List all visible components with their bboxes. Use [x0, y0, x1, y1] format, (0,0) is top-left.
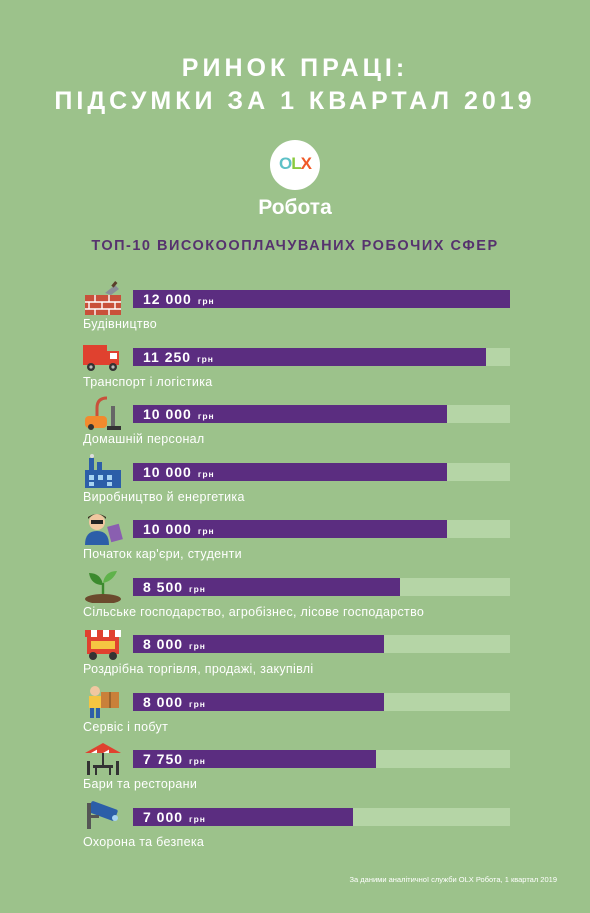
factory-icon	[83, 453, 123, 488]
category-label: Виробництво й енергетика	[83, 489, 245, 504]
olx-logo: OLX Робота	[0, 140, 590, 220]
bar-value: 10 000	[143, 463, 192, 480]
category-label: Будівництво	[83, 317, 157, 331]
bar-unit: грн	[189, 641, 206, 651]
bar-track: 8 500 грн	[133, 577, 510, 598]
bar: 10 000 грн	[133, 405, 448, 425]
bar-value-label: 8 500 грн	[143, 578, 206, 598]
bar-unit: грн	[189, 698, 206, 709]
chart-row: 10 000 грн Виробництво й енергетика	[0, 443, 590, 504]
source-note: За даними аналітичної служби OLX Робота,…	[349, 875, 557, 884]
category-label: Сервіс і побут	[83, 719, 169, 734]
bar-value: 8 500	[143, 578, 184, 595]
logo-text: Робота	[258, 196, 332, 219]
bar-value: 12 000	[143, 291, 192, 307]
bar: 8 000 грн	[133, 635, 385, 655]
chart-row: 8 500 грн Сільське господарство, агробізне…	[0, 558, 590, 619]
security-camera-icon	[83, 799, 123, 833]
bar-value-label: 10 000 грн	[143, 520, 215, 540]
sprout-icon	[83, 569, 123, 604]
vacuum-cleaner-icon	[83, 396, 123, 430]
bar-value-label: 7 000 грн	[143, 808, 206, 828]
bar-unit: грн	[189, 813, 206, 824]
bar-track: 10 000 грн	[133, 462, 510, 483]
chart-row: 12 000 грн Будівництво	[0, 270, 590, 331]
bar-value-label: 10 000 грн	[143, 463, 215, 483]
bar-value-label: 10 000 грн	[143, 405, 215, 425]
olx-logo-letters: OLX	[270, 154, 320, 174]
bar-track: 8 000 грн	[133, 635, 510, 653]
bar-value: 10 000	[143, 406, 192, 422]
category-label: Транспорт і логістика	[83, 374, 213, 389]
bar: 8 500 грн	[133, 577, 401, 598]
bar-unit: грн	[189, 756, 206, 766]
chart-row: 11 250 грн Транспорт і логістика	[0, 328, 590, 389]
brick-wall-icon	[83, 281, 123, 315]
category-label: Роздрібна торгівля, продажі, закупівлі	[83, 662, 314, 676]
bar-unit: грн	[197, 411, 215, 421]
bar-value: 7 000	[143, 808, 184, 825]
bar-value: 8 000	[143, 693, 184, 710]
bar: 7 750 грн	[133, 750, 377, 770]
bar: 11 250 грн	[133, 347, 487, 368]
market-stall-icon	[83, 626, 123, 660]
chart-row: 7 000 грн Охорона та безпека	[0, 788, 590, 849]
bar: 8 000 грн	[133, 692, 385, 713]
bar-unit: грн	[197, 468, 215, 479]
chart-row: 7 750 грн Бари та ресторани	[0, 730, 590, 791]
category-label: Сільське господарство, агробізнес, лісов…	[83, 604, 425, 619]
bar-value-label: 7 750 грн	[143, 750, 206, 770]
bar-track: 11 250 грн	[133, 347, 510, 368]
bar-value: 7 750	[143, 751, 184, 767]
bar-track: 12 000 грн	[133, 290, 510, 308]
category-label: Домашній персонал	[83, 432, 205, 446]
bar-unit: грн	[197, 526, 215, 536]
bar-value-label: 8 000 грн	[143, 635, 206, 655]
bar-chart: 12 000 грн Будівництво 11 250 грн Транспорт і…	[0, 270, 590, 849]
chart-row: 8 000 грн Роздрібна торгівля, продажі, зак…	[0, 615, 590, 676]
logo-letter-l: L	[291, 154, 301, 173]
bar: 10 000 грн	[133, 462, 448, 483]
olx-logo-circle: OLX	[270, 140, 320, 190]
bar-value-label: 11 250 грн	[143, 348, 214, 368]
bar-track: 10 000 грн	[133, 520, 510, 538]
bar-track: 7 750 грн	[133, 750, 510, 768]
cafe-table-icon	[83, 741, 123, 775]
courier-icon	[83, 684, 123, 718]
bar-value: 10 000	[143, 521, 192, 537]
bar-value: 11 250	[143, 348, 192, 365]
logo-letter-x: X	[300, 154, 312, 173]
bar-track: 8 000 грн	[133, 692, 510, 713]
chart-row: 8 000 грн Сервіс і побут	[0, 673, 590, 734]
page-title: РИНОК ПРАЦІ: ПІДСУМКИ ЗА 1 КВАРТАЛ 2019	[0, 52, 590, 118]
student-icon	[83, 511, 123, 545]
category-label: Охорона та безпека	[83, 834, 205, 849]
logo-letter-o: O	[279, 154, 292, 173]
chart-row: 10 000 грн Домашній персонал	[0, 385, 590, 446]
bar-track: 7 000 грн	[133, 807, 510, 828]
bar-unit: грн	[197, 353, 214, 364]
bar-value-label: 12 000 грн	[143, 290, 215, 310]
category-label: Початок кар'єри, студенти	[83, 547, 242, 561]
truck-icon	[83, 339, 123, 373]
bar-unit: грн	[197, 296, 215, 306]
bar: 7 000 грн	[133, 807, 353, 828]
title-line-1: РИНОК ПРАЦІ:	[181, 54, 409, 82]
title-line-2: ПІДСУМКИ ЗА 1 КВАРТАЛ 2019	[54, 87, 536, 115]
bar-value: 8 000	[143, 636, 184, 652]
chart-row: 10 000 грн Початок кар'єри, студенти	[0, 500, 590, 561]
bar: 10 000 грн	[133, 520, 448, 540]
bar: 12 000 грн	[133, 290, 510, 308]
bar-unit: грн	[189, 583, 206, 594]
bar-track: 10 000 грн	[133, 405, 510, 423]
category-label: Бари та ресторани	[83, 777, 198, 791]
chart-title: ТОП-10 ВИСОКООПЛАЧУВАНИХ РОБОЧИХ СФЕР	[91, 238, 499, 254]
bar-value-label: 8 000 грн	[143, 693, 206, 713]
